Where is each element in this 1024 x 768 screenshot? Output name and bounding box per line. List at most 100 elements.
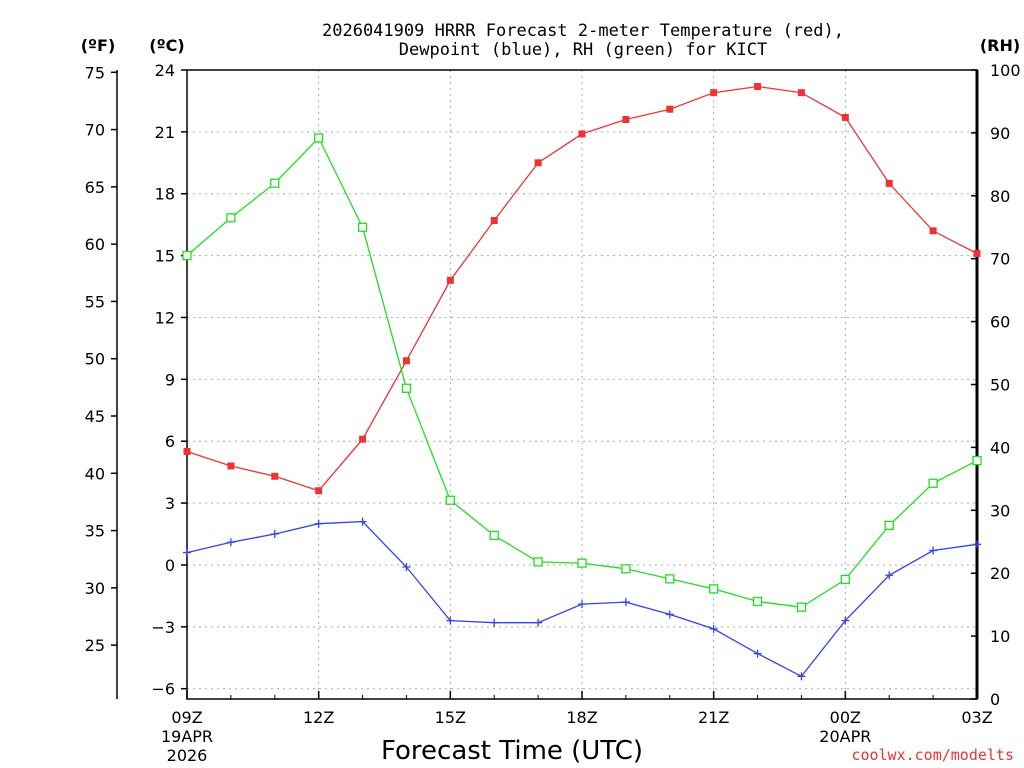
rh-point bbox=[357, 222, 368, 232]
x-tick-label: 18Z bbox=[566, 708, 597, 727]
x-tick-label: 03Z bbox=[961, 708, 992, 727]
rh-point bbox=[314, 133, 324, 143]
rh-unit-label: (RH) bbox=[980, 36, 1020, 55]
rh-point bbox=[401, 383, 412, 393]
dewpoint-point bbox=[973, 540, 981, 549]
temperature-point bbox=[841, 113, 849, 121]
rh-point bbox=[709, 584, 719, 594]
dewpoint-point bbox=[665, 610, 674, 619]
temperature-point bbox=[534, 159, 542, 167]
fahrenheit-tick-label: 30 bbox=[85, 579, 105, 598]
x-tick-label: 21Z bbox=[698, 708, 729, 727]
temperature-point bbox=[227, 462, 235, 470]
celsius-tick-label: 18 bbox=[155, 185, 175, 204]
dewpoint-point bbox=[226, 538, 235, 547]
x-tick-label: 00Z bbox=[830, 708, 861, 727]
rh-tick-label: 50 bbox=[990, 376, 1010, 395]
x-tick-label: 15Z bbox=[435, 708, 466, 727]
celsius-tick-label: 24 bbox=[155, 61, 175, 80]
x-date-label: 19APR bbox=[161, 727, 213, 746]
temperature-point bbox=[973, 250, 981, 258]
credit-text: coolwx.com/modelts bbox=[851, 746, 1014, 764]
x-tick-label: 12Z bbox=[303, 708, 334, 727]
dewpoint-point bbox=[621, 598, 630, 607]
celsius-tick-label: 21 bbox=[155, 123, 175, 142]
rh-point bbox=[489, 530, 499, 541]
celsius-tick-label: 12 bbox=[155, 308, 175, 327]
rh-tick-label: 60 bbox=[990, 313, 1010, 332]
rh-point bbox=[577, 558, 587, 568]
rh-point bbox=[270, 178, 280, 188]
chart-title-line2: Dewpoint (blue), RH (green) for KICT bbox=[399, 40, 767, 60]
rh-point bbox=[621, 564, 631, 574]
temperature-point bbox=[622, 115, 630, 123]
x-tick-label: 09Z bbox=[171, 708, 202, 727]
rh-point bbox=[752, 596, 763, 607]
dewpoint-point bbox=[753, 649, 762, 658]
celsius-tick-label: 0 bbox=[165, 556, 175, 575]
dewpoint-point bbox=[841, 616, 850, 625]
fahrenheit-tick-label: 70 bbox=[85, 121, 105, 140]
dewpoint-point bbox=[358, 517, 367, 526]
dewpoint-point bbox=[314, 519, 323, 528]
rh-point bbox=[226, 213, 236, 223]
fahrenheit-tick-label: 45 bbox=[85, 407, 105, 426]
temperature-point bbox=[315, 487, 323, 495]
temperature-point bbox=[754, 82, 762, 90]
dewpoint-point bbox=[534, 618, 543, 627]
fahrenheit-unit-label: (ºF) bbox=[81, 36, 116, 55]
dewpoint-point bbox=[885, 571, 894, 580]
chart-title-line1: 2026041909 HRRR Forecast 2-meter Tempera… bbox=[322, 21, 844, 41]
temperature-point bbox=[446, 276, 454, 284]
fahrenheit-tick-label: 55 bbox=[85, 292, 105, 311]
rh-point bbox=[972, 455, 982, 466]
temperature-point bbox=[183, 448, 191, 456]
temperature-point bbox=[402, 357, 410, 365]
rh-tick-label: 20 bbox=[990, 564, 1010, 583]
fahrenheit-tick-label: 60 bbox=[85, 235, 105, 254]
fahrenheit-tick-label: 40 bbox=[85, 464, 105, 483]
fahrenheit-tick-label: 35 bbox=[85, 522, 105, 541]
temperature-point bbox=[710, 89, 718, 97]
rh-point bbox=[884, 520, 894, 531]
dewpoint-point bbox=[797, 672, 806, 681]
celsius-tick-label: 6 bbox=[165, 432, 175, 451]
celsius-tick-label: −6 bbox=[151, 680, 175, 699]
temperature-point bbox=[666, 105, 674, 113]
dewpoint-series bbox=[183, 517, 981, 681]
x-date-label: 20APR bbox=[819, 727, 871, 746]
temperature-point bbox=[929, 227, 937, 235]
temperature-point bbox=[490, 217, 498, 225]
rh-point bbox=[445, 495, 455, 505]
rh-tick-label: 80 bbox=[990, 187, 1010, 206]
dewpoint-point bbox=[270, 530, 279, 539]
dewpoint-point bbox=[446, 616, 455, 625]
x-year-label: 2026 bbox=[167, 746, 208, 765]
rh-tick-label: 70 bbox=[990, 250, 1010, 269]
rh-tick-label: 90 bbox=[990, 124, 1010, 143]
rh-point bbox=[533, 557, 543, 567]
x-axis-label: Forecast Time (UTC) bbox=[381, 736, 643, 766]
fahrenheit-tick-label: 50 bbox=[85, 350, 105, 369]
rh-tick-label: 40 bbox=[990, 438, 1010, 457]
data-series bbox=[182, 82, 982, 681]
temperature-point bbox=[359, 435, 367, 443]
rh-point bbox=[840, 574, 850, 585]
rh-point bbox=[182, 250, 192, 261]
dewpoint-point bbox=[709, 624, 718, 633]
axis-ticks: 24211815129630−3−67570656055504540353025… bbox=[85, 61, 1021, 765]
dewpoint-point bbox=[183, 548, 191, 557]
celsius-tick-label: 3 bbox=[165, 494, 175, 513]
celsius-tick-label: 15 bbox=[155, 247, 175, 266]
rh-tick-label: 30 bbox=[990, 501, 1010, 520]
temperature-series bbox=[183, 82, 981, 495]
fahrenheit-tick-label: 25 bbox=[85, 636, 105, 655]
temperature-point bbox=[578, 130, 586, 138]
fahrenheit-tick-label: 75 bbox=[85, 63, 105, 82]
rh-point bbox=[928, 478, 938, 488]
celsius-tick-label: 9 bbox=[165, 370, 175, 389]
rh-tick-label: 10 bbox=[990, 627, 1010, 646]
rh-point bbox=[665, 574, 675, 584]
temperature-point bbox=[271, 472, 279, 480]
